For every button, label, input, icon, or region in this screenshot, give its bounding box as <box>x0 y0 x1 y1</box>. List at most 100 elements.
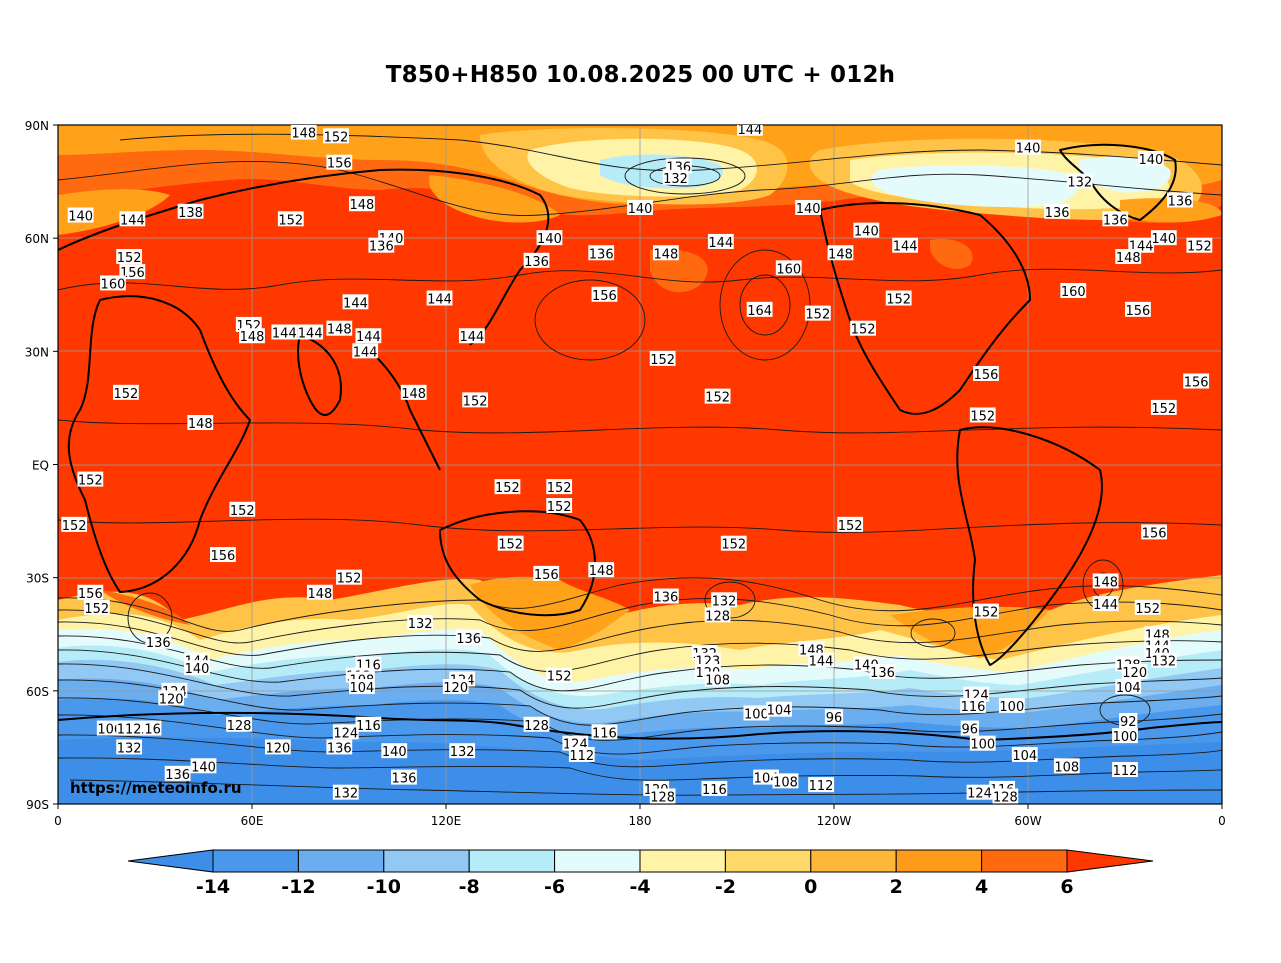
contour-label: 136 <box>588 245 615 262</box>
contour-label-text: 136 <box>1103 213 1128 228</box>
contour-label-text: 144 <box>298 326 323 341</box>
contour-label-text: 152 <box>495 481 520 496</box>
contour-label: 156 <box>119 264 146 281</box>
contour-label-text: 136 <box>1045 206 1070 221</box>
contour-label-text: 136 <box>146 636 171 651</box>
contour-label-text: 148 <box>327 323 352 338</box>
contour-label: 138 <box>177 203 204 221</box>
contour-label-text: 156 <box>78 587 103 602</box>
colorbar-swatch <box>212 849 299 873</box>
contour-label: 104 <box>1011 746 1038 764</box>
contour-label-text: 100 <box>1113 730 1138 745</box>
colorbar-swatch <box>468 849 556 873</box>
contour-label: 144 <box>458 328 485 345</box>
contour-label-text: 152 <box>886 293 911 308</box>
contour-label-text: 132 <box>1151 655 1176 670</box>
contour-label: 152 <box>885 290 912 308</box>
contour-label: 128 <box>523 716 550 734</box>
contour-label: 152 <box>323 128 349 145</box>
contour-label: 96 <box>960 720 979 738</box>
contour-label: 104 <box>753 769 779 787</box>
contour-label-text: 144 <box>738 123 763 138</box>
contour-label-text: 144 <box>272 326 297 341</box>
contour-label: 132 <box>332 784 359 802</box>
contour-label: 100 <box>969 735 996 753</box>
contour-label-text: 152 <box>1151 402 1176 417</box>
colorbar-tick-label: -8 <box>459 876 480 898</box>
contour-label: 116 <box>135 720 162 738</box>
contour-label: 152 <box>1186 237 1213 255</box>
contour-label-text: 156 <box>1184 376 1209 391</box>
watermark: https://meteoinfo.ru <box>70 779 242 797</box>
contour-label-text: 152 <box>498 538 523 553</box>
contour-label-text: 116 <box>136 723 161 738</box>
colorbar-tick-label: 2 <box>890 876 903 898</box>
contour-label: 140 <box>1150 230 1177 247</box>
temperature-field <box>58 125 1222 804</box>
colorbar-swatch <box>724 849 812 873</box>
map-title: T850+H850 10.08.2025 00 UTC + 012h <box>385 62 896 88</box>
contour-label: 152 <box>462 392 488 409</box>
contour-label-text: 148 <box>307 587 332 602</box>
contour-label-text: 152 <box>1187 240 1212 255</box>
colorbar: -14 -12 -10 -8 -6 -4 -2 0 2 4 6 <box>127 849 1154 898</box>
contour-label-text: 160 <box>1061 285 1086 300</box>
contour-label-text: 152 <box>78 474 103 489</box>
contour-label: 136 <box>391 769 417 787</box>
contour-label: 152 <box>969 407 996 424</box>
contour-label: 144 <box>355 328 382 345</box>
contour-label: 152 <box>850 320 876 338</box>
contour-label: 124 <box>332 724 359 741</box>
contour-label-text: 140 <box>191 760 216 775</box>
contour-label-text: 128 <box>993 790 1018 805</box>
coastlines <box>58 143 1222 741</box>
contour-label: 152 <box>77 471 104 489</box>
contour-label: 120 <box>442 679 469 696</box>
contour-label-text: 152 <box>547 500 572 515</box>
contour-label-text: 132 <box>663 172 688 187</box>
contour-label: 140 <box>67 207 94 225</box>
lat-label: 60S <box>26 685 49 699</box>
contour-label-text: 152 <box>463 394 488 409</box>
contour-label: 156 <box>1125 301 1151 319</box>
contour-label: 148 <box>349 196 375 213</box>
contour-label: 152 <box>61 516 88 534</box>
contour-label-text: 112 <box>117 723 142 738</box>
lon-label: 60E <box>241 814 264 828</box>
colorbar-tick-label: -4 <box>629 876 650 898</box>
colorbar-tick-label: -2 <box>715 876 736 898</box>
contour-label-text: 152 <box>1135 602 1160 617</box>
contour-label: 112 <box>568 746 595 764</box>
contour-label-text: 112 <box>1113 764 1138 779</box>
contour-label: 116 <box>591 724 618 741</box>
contour-label: 116 <box>355 716 382 734</box>
contour-label: 104 <box>349 679 375 696</box>
contour-label: 140 <box>381 743 408 760</box>
contour-label: 128 <box>704 607 731 624</box>
contour-label: 144 <box>426 290 453 308</box>
lon-label: 60W <box>1014 814 1041 828</box>
contour-label: 156 <box>533 565 560 583</box>
contour-label: 136 <box>368 237 395 255</box>
contour-label: 152 <box>277 211 304 228</box>
contour-label: 156 <box>1183 373 1210 391</box>
contour-label: 152 <box>649 350 676 368</box>
contour-label-text: 152 <box>547 670 572 685</box>
contour-label: 148 <box>239 328 265 345</box>
contour-label-text: 104 <box>1012 749 1037 764</box>
contour-label-text: 152 <box>337 572 362 587</box>
contour-label-text: 92 <box>1120 715 1137 730</box>
colorbar-tick-label: 0 <box>804 876 817 898</box>
contour-label-text: 140 <box>854 225 879 240</box>
contour-label: 152 <box>83 599 110 617</box>
contour-label: 144 <box>707 233 734 251</box>
contour-label-text: 132 <box>333 787 358 802</box>
contour-label-text: 124 <box>967 787 992 802</box>
contour-label: 124 <box>966 784 993 802</box>
contour-label: 92 <box>1119 713 1138 730</box>
contour-label-text: 148 <box>1116 251 1141 266</box>
contour-label-text: 144 <box>1093 598 1118 613</box>
contour-label-text: 148 <box>1093 575 1118 590</box>
contour-label: 132 <box>662 169 689 187</box>
contour-label-text: 138 <box>178 206 203 221</box>
